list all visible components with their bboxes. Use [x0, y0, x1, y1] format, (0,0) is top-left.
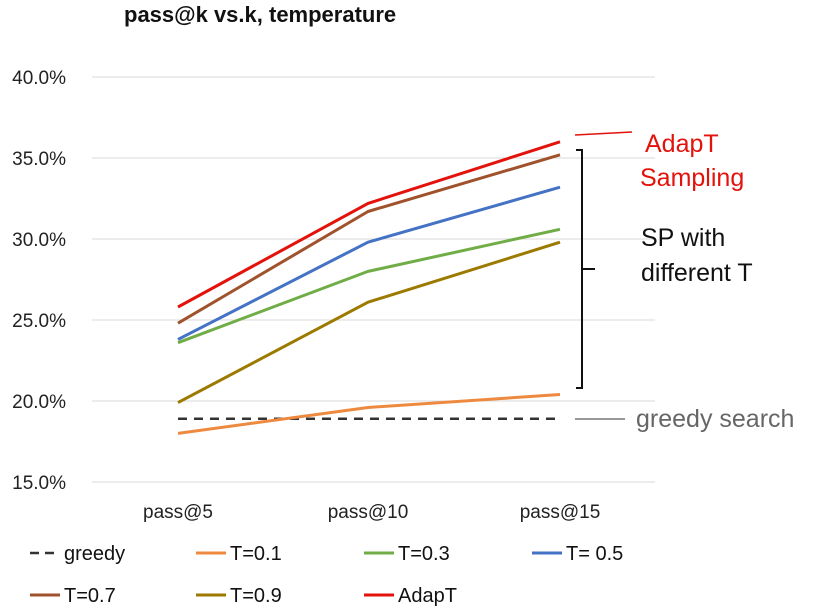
y-tick-label: 30.0%	[12, 230, 66, 251]
adapt-annotation-line1: AdapT	[645, 130, 719, 158]
y-tick-label: 35.0%	[12, 149, 66, 170]
y-tick-label: 15.0%	[12, 473, 66, 494]
greedy-annotation: greedy search	[636, 405, 794, 433]
sp-bracket	[576, 149, 595, 389]
legend-label: T=0.3	[398, 543, 450, 565]
series-line-t-0-1	[177, 393, 561, 435]
series-line-t-0-5	[177, 185, 561, 341]
x-tick-label: pass@5	[143, 502, 213, 523]
y-tick-label: 40.0%	[12, 68, 66, 89]
y-tick-label: 25.0%	[12, 311, 66, 332]
x-tick-label: pass@15	[520, 502, 601, 523]
grid	[92, 76, 655, 483]
series-line-adapt	[177, 140, 561, 309]
series-line-t-0-3	[177, 227, 561, 345]
adapt-leader-line	[574, 131, 633, 136]
legend-label: T=0.1	[230, 543, 282, 565]
legend-label: T= 0.5	[566, 543, 623, 565]
x-axis: pass@5 pass@10 pass@15	[143, 502, 600, 523]
legend: greedy T=0.1 T=0.3 T= 0.5 T=0.7 T=0.9 AdapT	[30, 543, 623, 607]
y-axis: 15.0% 20.0% 25.0% 30.0% 35.0% 40.0%	[12, 68, 66, 494]
legend-label: T=0.7	[64, 585, 116, 607]
chart-title: pass@k vs.k, temperature	[124, 2, 396, 27]
plot-area	[177, 140, 561, 435]
legend-label: AdapT	[398, 585, 457, 607]
adapt-annotation-line2: Sampling	[640, 164, 744, 192]
series-line-t-0-7	[177, 153, 561, 325]
legend-label: greedy	[64, 543, 125, 565]
x-tick-label: pass@10	[328, 502, 409, 523]
sp-annotation-line2: different T	[641, 259, 753, 287]
sp-annotation-line1: SP with	[641, 224, 725, 252]
legend-label: T=0.9	[230, 585, 282, 607]
y-tick-label: 20.0%	[12, 392, 66, 413]
series-line-t-0-9	[177, 240, 561, 404]
